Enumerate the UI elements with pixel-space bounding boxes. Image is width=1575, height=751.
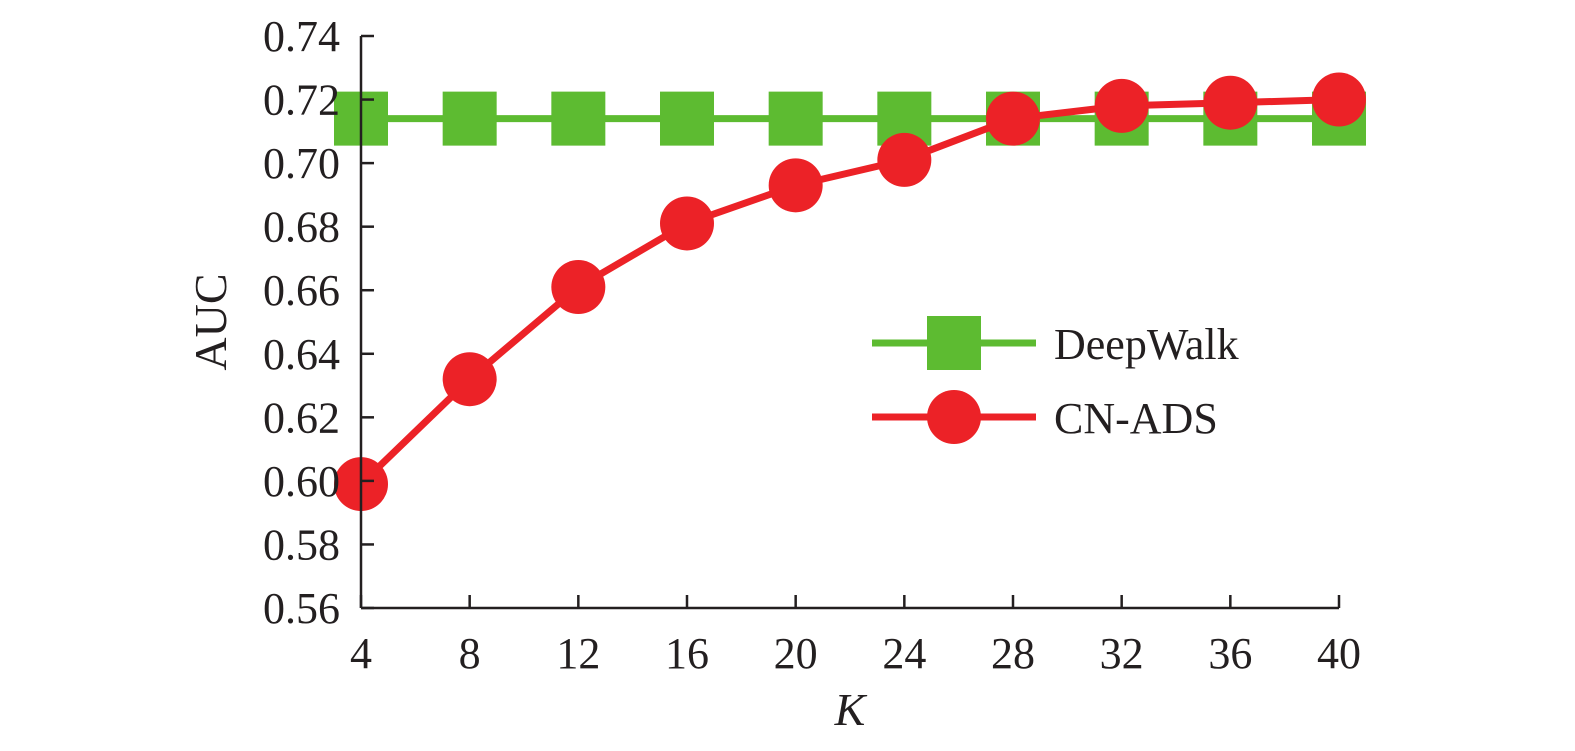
data-point-cn-ads <box>551 260 606 315</box>
x-tick-label: 12 <box>556 629 600 678</box>
y-tick-label: 0.60 <box>263 457 340 506</box>
y-tick-label: 0.70 <box>263 139 340 188</box>
legend: DeepWalk CN-ADS <box>872 316 1239 444</box>
data-point-deepwalk <box>442 91 497 146</box>
x-tick-label: 20 <box>774 629 818 678</box>
y-tick-label: 0.66 <box>263 266 340 315</box>
series-line-cn-ads <box>358 96 1340 487</box>
x-tick-label: 8 <box>459 629 481 678</box>
series-layer <box>334 72 1366 512</box>
data-point-cn-ads <box>1094 78 1149 133</box>
x-tick-label: 40 <box>1317 629 1361 678</box>
data-point-deepwalk <box>551 91 606 146</box>
y-tick-label: 0.62 <box>263 393 340 442</box>
data-point-cn-ads <box>442 352 497 407</box>
data-point-cn-ads <box>660 196 714 251</box>
axes-layer: 0.56 0.58 0.60 0.62 0.64 0.66 0.68 0.70 0.72 0.74… <box>263 12 1361 678</box>
y-tick-label: 0.74 <box>263 12 340 61</box>
data-point-cn-ads <box>1203 75 1258 130</box>
y-tick-label: 0.64 <box>263 330 340 379</box>
y-tick-label: 0.68 <box>263 203 340 252</box>
y-axis-title: AUC <box>185 273 236 370</box>
data-point-cn-ads <box>986 91 1040 146</box>
legend-label-deepwalk: DeepWalk <box>1054 320 1239 369</box>
x-tick-label: 36 <box>1208 629 1252 678</box>
legend-marker-deepwalk <box>927 316 981 370</box>
data-point-deepwalk <box>660 91 714 146</box>
x-tick-label: 24 <box>882 629 926 678</box>
y-tick-label: 0.58 <box>263 520 340 569</box>
x-axis-title: K <box>834 684 868 735</box>
data-point-cn-ads <box>1312 72 1366 127</box>
x-tick-label: 28 <box>991 629 1035 678</box>
data-point-cn-ads <box>768 158 823 213</box>
x-tick-label: 32 <box>1100 629 1144 678</box>
x-tick-label: 4 <box>350 629 372 678</box>
data-point-deepwalk <box>768 91 823 146</box>
x-tick-label: 16 <box>665 629 709 678</box>
y-tick-label: 0.56 <box>263 584 340 633</box>
legend-label-cn-ads: CN-ADS <box>1054 394 1218 443</box>
data-point-cn-ads <box>877 132 932 187</box>
legend-marker-cn-ads <box>927 390 981 444</box>
y-tick-label: 0.72 <box>263 76 340 125</box>
